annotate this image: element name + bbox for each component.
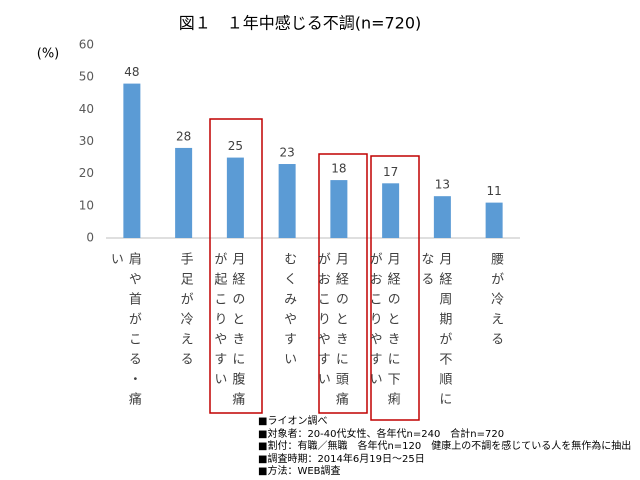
note: ■割付：有職／無職 各年代n=120 健康上の不調を感じている人を無作為に抽出: [258, 441, 632, 452]
y-tick-label: 0: [86, 231, 94, 245]
chart-title: 図１ １年中感じる不調(n=720): [179, 14, 422, 33]
x-tick-label: 手足が冷える: [177, 252, 193, 372]
value-label: 13: [435, 178, 450, 192]
value-label: 18: [331, 162, 346, 176]
x-tick-label: 腰が冷える: [488, 252, 504, 352]
note: ■ライオン調べ: [258, 416, 328, 427]
value-label: 23: [279, 146, 294, 160]
y-tick-label: 40: [79, 102, 94, 116]
y-tick-label: 60: [79, 38, 94, 52]
y-tick-label: 20: [79, 166, 94, 180]
value-label: 48: [124, 65, 139, 79]
bar: [485, 202, 503, 238]
bar: [123, 83, 141, 238]
bar: [278, 164, 296, 238]
x-tick-label: 月経のときに腹痛が起こりやすい: [211, 252, 245, 412]
y-tick-label: 50: [79, 70, 94, 84]
x-tick-label: むくみやすい: [281, 252, 297, 372]
bar: [330, 180, 348, 238]
x-tick-label: 月経のときに頭痛がおこりやすい: [314, 252, 348, 412]
bar: [433, 196, 451, 238]
bar: [226, 157, 244, 238]
y-axis-label: (%): [37, 47, 60, 62]
note: ■調査時期：2014年6月19日～25日: [258, 453, 425, 465]
note: ■方法：WEB調査: [258, 466, 341, 477]
value-label: 17: [383, 165, 398, 179]
x-tick-label: 肩や首がこる・痛い: [107, 252, 141, 412]
x-tick-label: 月経のときに下痢がおこりやすい: [366, 252, 400, 412]
value-label: 11: [486, 184, 501, 198]
highlight-box: [318, 153, 368, 414]
y-tick-label: 30: [79, 134, 94, 148]
value-label: 28: [176, 129, 191, 143]
note: ■対象者：20-40代女性、各年代n=240 合計n=720: [258, 428, 505, 440]
y-tick-label: 10: [79, 198, 94, 212]
highlight-box: [209, 118, 263, 414]
highlight-box: [370, 155, 420, 421]
bar: [175, 147, 193, 238]
bar: [382, 183, 400, 238]
x-tick-label: 月経周期が不順になる: [418, 252, 452, 412]
value-label: 25: [228, 139, 243, 153]
